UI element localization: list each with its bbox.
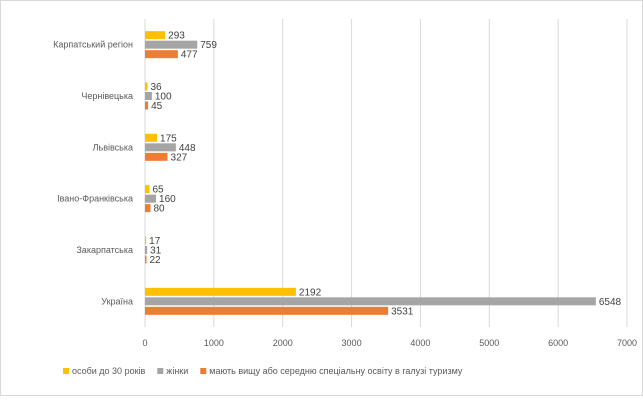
data-label: 65	[152, 185, 164, 196]
data-label: 448	[179, 143, 196, 154]
data-label: 45	[151, 101, 163, 112]
bar	[145, 133, 158, 142]
bar	[145, 152, 168, 161]
bar	[145, 40, 198, 49]
x-tick-label: 5000	[479, 338, 499, 348]
bar	[145, 101, 149, 110]
bar	[145, 297, 596, 306]
data-label: 17	[149, 236, 161, 247]
gridlines	[144, 19, 628, 327]
category-label: Чернівецька	[81, 91, 133, 101]
bar	[145, 92, 152, 100]
data-label: 80	[154, 204, 166, 215]
data-label: 31	[150, 246, 162, 257]
x-tick-labels: 0 1000 2000 3000 4000 5000 6000 7000	[142, 338, 637, 348]
category-label: Україна	[101, 296, 133, 306]
x-tick-label: 0	[142, 338, 147, 348]
category-labels: Україна Закарпатська Івано-Франківська Льві…	[53, 40, 133, 307]
x-tick-label: 3000	[342, 338, 362, 348]
data-label: 6548	[599, 297, 622, 308]
data-label: 22	[150, 255, 162, 266]
data-label: 327	[171, 152, 188, 163]
data-labels: 2192654835311731226516080175448327361004…	[149, 31, 621, 318]
legend-label: мають вищу або середню спеціальну освіту…	[209, 366, 463, 376]
bar	[145, 194, 157, 203]
category-label: Львівська	[93, 142, 133, 152]
bar	[145, 287, 296, 296]
category-label: Івано-Франківська	[57, 194, 133, 204]
data-label: 3531	[391, 306, 414, 317]
x-tick-label: 4000	[410, 338, 430, 348]
bar	[145, 82, 148, 91]
data-label: 759	[200, 40, 217, 51]
bar	[145, 236, 147, 245]
bar	[145, 143, 176, 152]
category-label: Карпатський регіон	[53, 40, 133, 50]
legend-label: особи до 30 років	[72, 366, 146, 376]
bar	[145, 255, 147, 264]
data-label: 36	[150, 82, 162, 93]
bar	[145, 306, 389, 315]
legend: особи до 30 років жінки мають вищу або сер…	[63, 366, 463, 376]
bar	[145, 204, 151, 213]
bar	[145, 31, 166, 40]
bar	[145, 185, 150, 194]
legend-swatch	[63, 368, 69, 374]
x-tick-label: 1000	[204, 338, 224, 348]
legend-swatch	[200, 368, 207, 374]
x-tick-label: 6000	[548, 338, 568, 348]
data-label: 160	[159, 194, 176, 205]
x-tick-label: 7000	[617, 338, 637, 348]
category-label: Закарпатська	[76, 245, 133, 255]
data-label: 293	[168, 31, 185, 42]
data-label: 2192	[299, 287, 322, 298]
data-label: 477	[181, 50, 198, 61]
bar	[145, 50, 178, 59]
bar	[145, 246, 148, 254]
legend-label: жінки	[166, 366, 188, 376]
x-tick-label: 2000	[273, 338, 293, 348]
data-label: 175	[160, 133, 177, 144]
data-label: 100	[155, 92, 172, 103]
bars	[145, 31, 596, 315]
legend-swatch	[157, 368, 164, 374]
